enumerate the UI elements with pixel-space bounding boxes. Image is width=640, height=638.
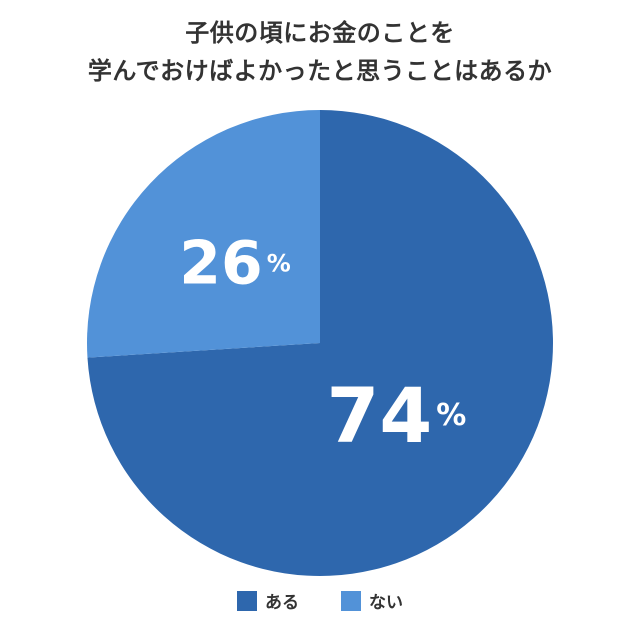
chart-title-line-2: 学んでおけばよかったと思うことはあるか xyxy=(87,57,553,85)
legend-item-nai: ない xyxy=(341,588,403,613)
legend-swatch-nai xyxy=(341,590,361,611)
legend-label-aru: ある xyxy=(265,593,299,613)
chart-title: 子供の頃にお金のことを 学んでおけばよかったと思うことはあるか xyxy=(0,14,640,90)
legend-label-nai: ない xyxy=(369,593,403,613)
pie-slice-1 xyxy=(87,110,320,358)
data-label-1: 26% xyxy=(179,228,291,298)
legend: ある ない xyxy=(0,588,640,613)
legend-item-aru: ある xyxy=(237,588,299,613)
pie-slice-0 xyxy=(87,110,554,576)
legend-swatch-aru xyxy=(237,590,257,611)
chart-title-line-1: 子供の頃にお金のことを xyxy=(185,19,455,47)
data-label-0: 74% xyxy=(327,370,467,459)
